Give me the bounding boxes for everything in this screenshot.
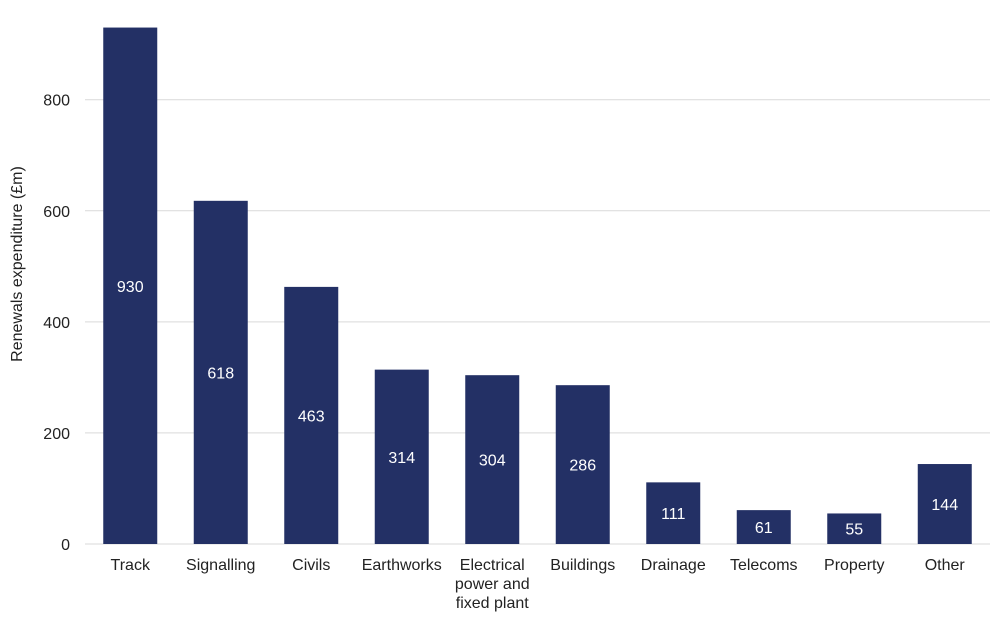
y-tick-label: 800 xyxy=(43,93,70,110)
x-category-label: Signalling xyxy=(186,557,255,574)
bar xyxy=(917,464,972,544)
bar xyxy=(374,369,429,544)
y-tick-label: 400 xyxy=(43,315,70,332)
y-tick-label: 200 xyxy=(43,426,70,443)
bar xyxy=(193,200,248,545)
data-label: 463 xyxy=(298,408,325,425)
y-axis-title: Renewals expenditure (£m) xyxy=(9,166,26,362)
bar xyxy=(103,27,158,544)
x-category-label: power and xyxy=(455,576,530,593)
x-category-label: fixed plant xyxy=(456,595,529,612)
data-labels: 930 618 463 314 304 286 111 61 55 144 xyxy=(117,279,958,539)
x-category-label: Earthworks xyxy=(362,557,442,574)
data-label: 304 xyxy=(479,453,506,470)
x-category-label: Other xyxy=(925,557,966,574)
x-category-label: Property xyxy=(824,557,884,574)
x-category-label: Electrical xyxy=(460,557,525,574)
data-label: 111 xyxy=(661,506,685,523)
bar xyxy=(646,482,701,544)
data-label: 61 xyxy=(755,520,773,537)
y-tick-label: 0 xyxy=(61,537,70,554)
x-category-label: Buildings xyxy=(550,557,615,574)
data-label: 314 xyxy=(388,450,415,467)
x-category-label: Drainage xyxy=(641,557,706,574)
data-label: 55 xyxy=(845,522,863,539)
data-label: 144 xyxy=(931,497,958,514)
data-label: 286 xyxy=(569,458,596,475)
data-label: 930 xyxy=(117,279,144,296)
x-category-label: Telecoms xyxy=(730,557,798,574)
y-axis-ticks: 0 200 400 600 800 xyxy=(43,93,70,554)
category-labels: Track Signalling Civils Earthworks Electrica… xyxy=(111,557,966,612)
bars xyxy=(103,27,972,545)
x-category-label: Civils xyxy=(292,557,330,574)
bar xyxy=(736,510,791,544)
bar xyxy=(555,385,610,544)
y-tick-label: 600 xyxy=(43,204,70,221)
x-category-label: Track xyxy=(111,557,151,574)
data-label: 618 xyxy=(207,365,234,382)
bar xyxy=(465,375,520,544)
bar xyxy=(284,286,339,544)
bar xyxy=(827,513,882,544)
